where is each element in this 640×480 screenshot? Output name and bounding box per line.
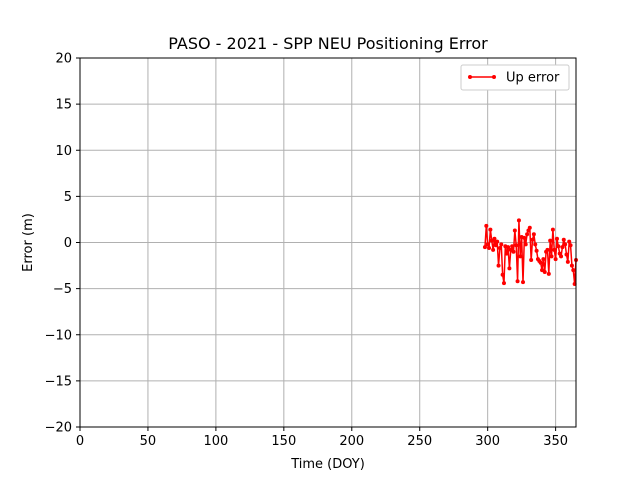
- data-point: [491, 247, 496, 252]
- data-point: [553, 257, 558, 262]
- data-point: [488, 227, 493, 232]
- data-point: [531, 232, 536, 237]
- data-point: [504, 251, 509, 256]
- x-tick-label: 150: [271, 434, 296, 449]
- data-point: [569, 263, 574, 268]
- x-tick-label: 250: [407, 434, 432, 449]
- data-point: [510, 244, 515, 249]
- data-point: [552, 247, 557, 252]
- data-point: [545, 247, 550, 252]
- data-point: [525, 232, 530, 237]
- data-point: [546, 271, 551, 276]
- data-point: [559, 254, 564, 259]
- data-point: [497, 246, 502, 251]
- y-tick-label: −15: [45, 374, 72, 389]
- data-point: [565, 259, 570, 264]
- data-point: [499, 242, 504, 247]
- data-point: [482, 245, 487, 250]
- data-point: [518, 254, 523, 259]
- x-tick-label: 50: [140, 434, 157, 449]
- data-point: [538, 260, 543, 265]
- y-tick-label: −5: [53, 282, 72, 297]
- data-point: [500, 272, 505, 277]
- data-point: [563, 242, 568, 247]
- data-point: [550, 227, 555, 232]
- y-tick-label: 15: [55, 98, 72, 113]
- data-point: [492, 236, 497, 241]
- data-point: [568, 243, 573, 248]
- x-tick-label: 0: [76, 434, 84, 449]
- data-point: [542, 270, 547, 275]
- x-axis: 0 50 100 150 200 250 300 350: [76, 427, 568, 449]
- chart-title: PASO - 2021 - SPP NEU Positioning Error: [168, 34, 488, 53]
- x-tick-label: 350: [543, 434, 568, 449]
- data-point: [554, 236, 559, 241]
- data-point: [516, 218, 521, 223]
- data-point: [533, 242, 538, 247]
- y-tick-label: 20: [55, 52, 72, 67]
- data-point: [507, 266, 512, 271]
- data-point: [561, 237, 566, 242]
- data-point: [530, 237, 535, 242]
- series-layer: [482, 218, 578, 287]
- data-point: [560, 245, 565, 250]
- data-point: [514, 243, 519, 248]
- data-point: [495, 239, 500, 244]
- x-tick-label: 200: [339, 434, 364, 449]
- data-point: [487, 246, 492, 251]
- data-point: [529, 258, 534, 263]
- y-axis: −20 −15 −10 −5 0 5 10 15 20: [45, 52, 80, 436]
- legend-box: [460, 64, 570, 91]
- legend-label-up-error: Up error: [506, 71, 560, 86]
- y-tick-label: −20: [45, 421, 72, 436]
- data-point: [534, 248, 539, 253]
- data-point: [571, 268, 576, 273]
- data-point: [501, 281, 506, 286]
- plot-area: [79, 57, 578, 428]
- data-point: [527, 225, 532, 230]
- data-point: [484, 223, 489, 228]
- data-point: [548, 238, 553, 243]
- data-point: [523, 242, 528, 247]
- x-axis-label: Time (DOY): [290, 457, 365, 472]
- y-tick-label: −10: [45, 328, 72, 343]
- x-tick-label: 300: [475, 434, 500, 449]
- legend: Up error: [460, 64, 570, 91]
- y-tick-label: 10: [55, 144, 72, 159]
- legend-marker-up-error: [468, 75, 472, 79]
- data-point: [556, 244, 561, 249]
- data-point: [567, 239, 572, 244]
- data-point: [521, 280, 526, 285]
- data-point: [493, 243, 498, 248]
- data-point: [564, 252, 569, 257]
- data-point: [512, 228, 517, 233]
- y-axis-label: Error (m): [21, 213, 36, 272]
- data-point: [522, 235, 527, 240]
- data-point: [485, 242, 490, 247]
- x-tick-label: 100: [203, 434, 228, 449]
- y-tick-label: 5: [64, 190, 72, 205]
- legend-marker-up-error: [492, 75, 496, 79]
- data-point: [506, 245, 511, 250]
- data-point: [496, 263, 501, 268]
- data-point: [515, 279, 520, 284]
- y-tick-label: 0: [64, 236, 72, 251]
- data-point: [511, 249, 516, 254]
- data-point: [541, 257, 546, 262]
- data-point: [549, 254, 554, 259]
